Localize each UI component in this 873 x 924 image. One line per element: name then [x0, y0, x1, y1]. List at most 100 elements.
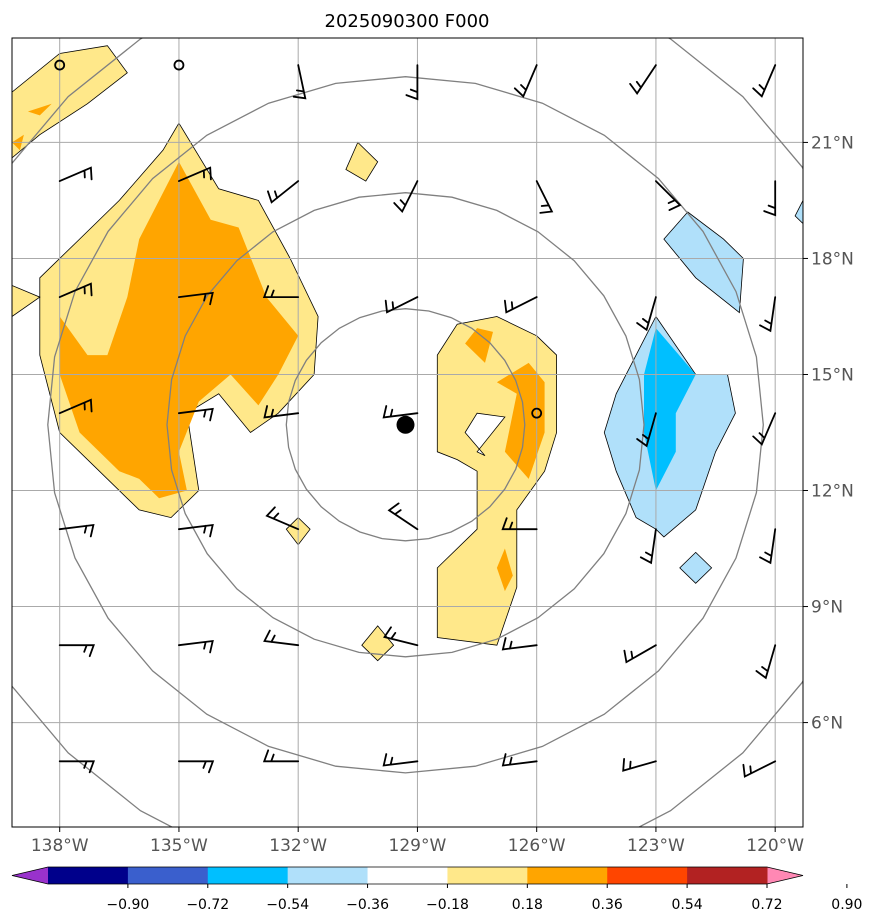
range-ring-3	[12, 38, 803, 827]
range-ring-1	[166, 192, 645, 658]
wind-barb-34	[263, 629, 300, 647]
colorbar-label-7: 0.54	[672, 897, 703, 913]
wind-barb-33	[178, 639, 214, 654]
wind-barb-19	[58, 398, 93, 415]
gridlines	[12, 38, 803, 827]
wind-barb-27	[265, 506, 300, 531]
colorbar-label-3: −0.36	[346, 897, 389, 913]
contour-fill-12	[496, 548, 513, 592]
y-tick-label-3: 12°N	[811, 482, 854, 502]
y-tick-label-0: 21°N	[811, 133, 854, 153]
range-ring-0	[285, 308, 526, 542]
storm-center-marker	[396, 415, 415, 434]
calm-station-1	[173, 59, 185, 71]
colorbar-extend-low	[12, 867, 48, 884]
wind-barb-2	[513, 64, 538, 98]
wind-barb-38	[755, 644, 777, 680]
y-tick-label-5: 6°N	[811, 714, 843, 734]
wind-barb-41	[262, 749, 300, 763]
wind-barb-13	[178, 291, 214, 306]
wind-barb-40	[178, 760, 215, 774]
wind-barb-35	[383, 626, 419, 647]
wind-barb-28	[387, 502, 419, 531]
y-tick-label-2: 15°N	[811, 365, 854, 385]
range-ring-2	[47, 76, 764, 774]
wind-barb-37	[623, 644, 657, 664]
colorbar-label-4: −0.18	[426, 897, 469, 913]
colorbar-label-1: −0.72	[186, 897, 229, 913]
colorbar-segment-8	[687, 867, 768, 884]
wind-barb-3	[629, 64, 657, 95]
wind-barb-32	[58, 644, 95, 658]
wind-barb-9	[535, 180, 554, 214]
wind-barb-17	[636, 296, 657, 332]
contour-fill-1	[27, 103, 52, 116]
wind-barb-8	[393, 180, 419, 214]
wind-barb-43	[501, 753, 538, 767]
colorbar-segment-7	[607, 867, 688, 884]
colorbar-label-8: 0.72	[751, 897, 782, 913]
wind-barb-11	[763, 180, 777, 217]
colorbar-segment-0	[48, 867, 129, 884]
wind-barb-25	[58, 523, 95, 538]
wind-barb-36	[501, 637, 538, 651]
x-tick-label-1: 135°W	[150, 836, 208, 856]
contour-line-15	[663, 211, 744, 314]
wind-barb-7	[267, 180, 300, 204]
wind-barb-5	[58, 166, 93, 182]
calm-station-2	[531, 407, 543, 419]
wind-barb-42	[382, 753, 419, 767]
wind-barb-31	[759, 528, 777, 565]
plot-frame	[11, 37, 804, 828]
colorbar-segment-2	[207, 867, 289, 884]
colorbar-label-2: −0.54	[266, 897, 309, 913]
wind-barb-26	[178, 523, 214, 538]
wind-barb-24	[752, 412, 777, 446]
wind-barb-30	[639, 528, 657, 565]
contour-line-0	[12, 45, 128, 159]
colorbar-segment-1	[127, 867, 209, 884]
colorbar-segment-4	[367, 867, 448, 884]
contour-fill-14	[644, 328, 696, 491]
colorbar-segment-5	[447, 867, 528, 884]
wind-barbs	[54, 59, 777, 778]
wind-barb-10	[655, 180, 682, 211]
colorbar-extend-high	[767, 867, 803, 884]
y-axis-ticks: 21°N 18°N 15°N 12°N 9°N 6°N	[803, 133, 854, 734]
contour-line-17	[679, 551, 713, 584]
y-tick-label-4: 9°N	[811, 598, 843, 618]
wind-barb-29	[501, 517, 538, 531]
contour-fill-8	[361, 625, 394, 661]
contour-fill-11	[496, 362, 545, 479]
wind-barb-12	[58, 282, 93, 298]
colorbar-label-5: 0.18	[512, 897, 543, 913]
contour-line-9	[436, 316, 557, 646]
wind-barb-6	[178, 166, 212, 182]
contour-line-6	[345, 141, 379, 182]
wind-barb-14	[262, 285, 300, 298]
colorbar-label-9: 0.90	[831, 897, 862, 913]
wind-barb-16	[504, 296, 538, 314]
wind-barb-18	[759, 296, 777, 333]
x-tick-label-6: 120°W	[746, 836, 804, 856]
colorbar-label-6: 0.36	[592, 897, 623, 913]
contour-line-5	[12, 285, 41, 317]
contour-line-13	[603, 315, 736, 538]
range-rings	[12, 38, 803, 827]
x-tick-label-3: 129°W	[389, 836, 447, 856]
wind-barb-20	[178, 407, 214, 422]
wind-barb-1	[405, 64, 419, 101]
chart-title: 2025090300 F000	[325, 11, 490, 32]
colorbar-segment-6	[527, 867, 608, 884]
contour-fill-5	[12, 285, 40, 317]
wind-barb-45	[742, 760, 777, 778]
wind-barb-15	[384, 296, 419, 314]
x-tick-label-5: 123°W	[627, 836, 685, 856]
y-tick-label-1: 18°N	[811, 249, 854, 269]
x-axis-ticks: 138°W 135°W 132°W 129°W 126°W 123°W 120°W	[31, 827, 804, 856]
wind-barb-23	[636, 412, 657, 448]
wind-barb-22	[382, 405, 419, 419]
wind-barb-0	[292, 64, 307, 100]
wind-barb-4	[752, 64, 777, 98]
